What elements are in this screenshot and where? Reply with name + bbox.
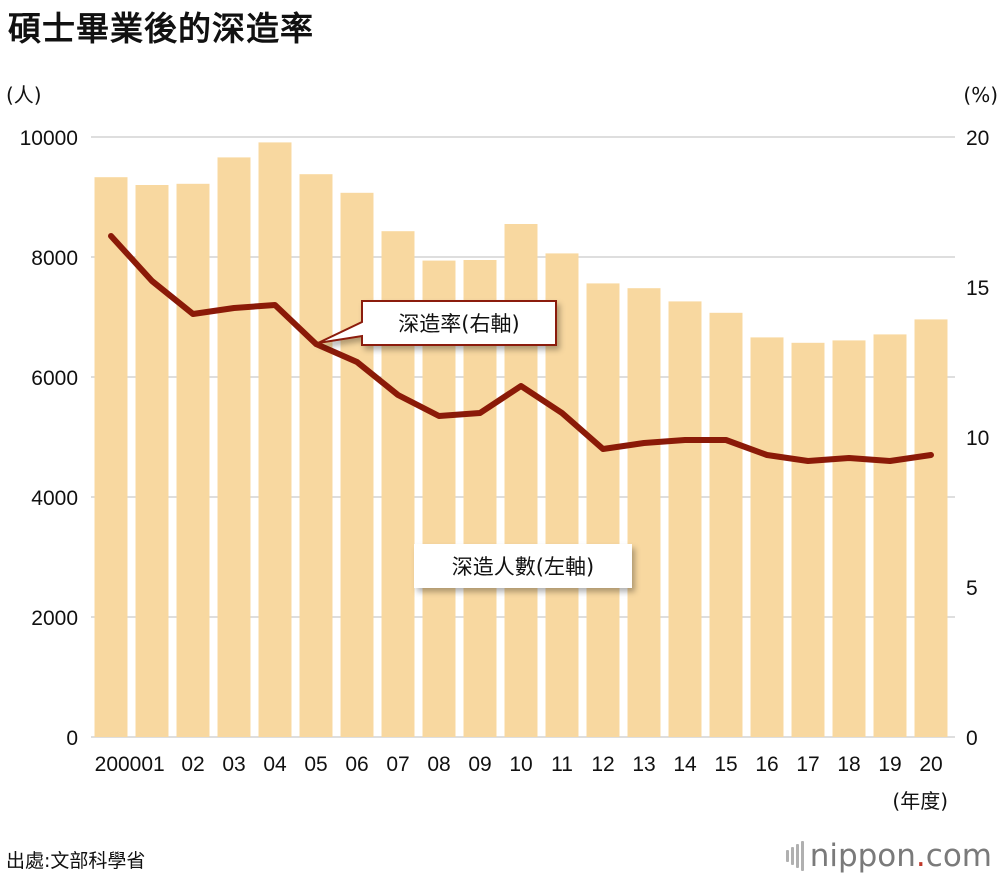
y-left-tick: 4000 — [31, 487, 78, 510]
chart-title: 碩士畢業後的深造率 — [8, 9, 314, 48]
x-tick-11: 11 — [551, 753, 573, 776]
bar-13 — [627, 288, 661, 737]
x-ticks: 2000 01 02 03 04 05 06 07 08 09 10 11 12 13 14 15 16 17 18… — [95, 753, 943, 776]
bar-05 — [299, 174, 333, 737]
bar-series — [94, 142, 948, 738]
x-tick-08: 08 — [427, 753, 450, 776]
x-tick-14: 14 — [673, 753, 697, 776]
y-left-tick: 8000 — [31, 247, 78, 270]
y-right-tick: 5 — [966, 577, 978, 600]
bar-callout-text: 深造人數(左軸) — [452, 555, 594, 579]
y-left-tick: 0 — [66, 727, 78, 750]
x-tick-06: 06 — [345, 753, 368, 776]
x-tick-01: 01 — [141, 753, 164, 776]
y-right-ticks: 0 5 10 15 20 — [966, 127, 989, 750]
y-right-unit: (%) — [963, 83, 998, 107]
x-tick-04: 04 — [263, 753, 287, 776]
x-tick-12: 12 — [591, 753, 614, 776]
y-right-tick: 20 — [966, 127, 989, 150]
bar-2000 — [94, 177, 128, 737]
x-tick-05: 05 — [304, 753, 327, 776]
source-note: 出處:文部科學省 — [6, 850, 146, 872]
logo-bars-icon — [785, 841, 804, 871]
y-left-unit: (人) — [6, 83, 42, 107]
bar-15 — [709, 312, 743, 737]
logo-name: nippon — [809, 838, 916, 874]
bar-callout — [414, 544, 632, 588]
logo-tld: com — [925, 838, 992, 874]
y-right-tick: 0 — [966, 727, 978, 750]
y-left-tick: 2000 — [31, 607, 78, 630]
y-right-tick: 10 — [966, 427, 989, 450]
x-tick-07: 07 — [386, 753, 409, 776]
x-tick-2000: 2000 — [95, 753, 142, 776]
bar-06 — [340, 192, 374, 738]
x-tick-16: 16 — [755, 753, 778, 776]
bar-20 — [914, 319, 948, 737]
x-tick-02: 02 — [181, 753, 204, 776]
line-callout — [317, 300, 557, 346]
x-tick-09: 09 — [468, 753, 491, 776]
x-tick-17: 17 — [796, 753, 819, 776]
x-tick-03: 03 — [222, 753, 245, 776]
y-left-tick: 6000 — [31, 367, 78, 390]
y-right-tick: 15 — [966, 277, 989, 300]
bar-18 — [832, 340, 866, 737]
y-left-ticks: 0 2000 4000 6000 8000 10000 — [20, 127, 78, 750]
bar-03 — [217, 157, 251, 737]
x-axis-label: (年度) — [892, 789, 948, 813]
line-callout-text: 深造率(右軸) — [398, 312, 519, 336]
bar-02 — [176, 183, 210, 738]
bar-14 — [668, 301, 702, 737]
x-tick-19: 19 — [878, 753, 901, 776]
bar-19 — [873, 334, 907, 737]
rate-line — [108, 233, 934, 464]
x-tick-10: 10 — [509, 753, 532, 776]
x-tick-18: 18 — [837, 753, 860, 776]
bar-12 — [586, 283, 620, 737]
nippon-logo: nippon. com — [785, 838, 992, 874]
bar-16 — [750, 337, 784, 737]
bar-17 — [791, 342, 825, 737]
x-tick-20: 20 — [919, 753, 942, 776]
x-tick-15: 15 — [714, 753, 737, 776]
logo-dot: . — [915, 838, 926, 874]
x-tick-13: 13 — [632, 753, 655, 776]
y-left-tick: 10000 — [20, 127, 78, 150]
bar-04 — [258, 142, 292, 737]
